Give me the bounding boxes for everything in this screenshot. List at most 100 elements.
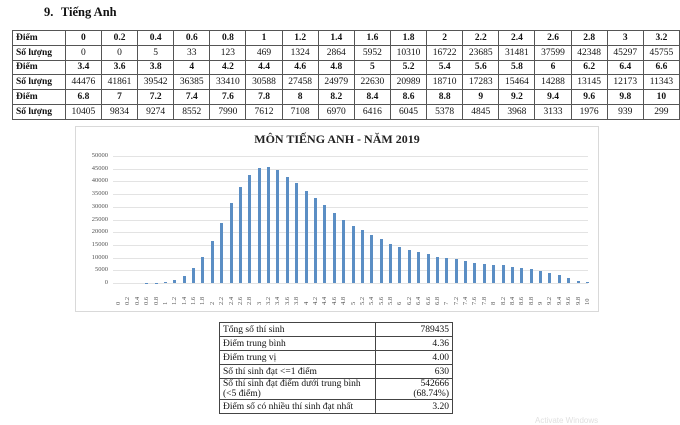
x-tick-label: 8.8 [528,297,535,305]
x-tick-label: 8 [490,302,497,305]
score-cell: 4.2 [210,60,246,75]
bar [586,282,589,283]
bar [539,271,542,283]
count-cell: 10310 [390,45,426,60]
score-cell: 3.2 [643,31,679,46]
count-cell: 4845 [463,104,499,119]
summary-label: Số thí sinh đạt điểm dưới trung bình(<5 … [220,379,376,400]
count-cell: 41861 [101,75,137,90]
score-cell: 9.2 [499,90,535,105]
score-cell: 8.4 [354,90,390,105]
count-cell: 33 [174,45,210,60]
gridline [113,283,588,284]
score-cell: 2 [427,31,463,46]
score-cell: 5.2 [390,60,426,75]
count-cell: 9834 [101,104,137,119]
bar [436,257,439,283]
x-tick-label: 6.6 [425,297,432,305]
score-cell: 9.8 [607,90,643,105]
count-cell: 939 [607,104,643,119]
score-cell: 2.4 [499,31,535,46]
x-tick-label: 5 [350,302,357,305]
x-tick-label: 7.8 [481,297,488,305]
score-cell: 0.8 [210,31,246,46]
y-tick-label: 5000 [78,266,108,273]
y-tick-label: 45000 [78,165,108,172]
summary-value: 3.20 [376,400,453,414]
count-cell: 299 [643,104,679,119]
count-cell: 36385 [174,75,210,90]
bar [398,247,401,283]
score-cell: 7.8 [246,90,282,105]
score-cell: 6.8 [65,90,101,105]
score-cell: 2.8 [571,31,607,46]
count-cell: 23685 [463,45,499,60]
bar [511,267,514,283]
x-tick-label: 3.4 [274,297,281,305]
x-tick-label: 5.4 [368,297,375,305]
bar [558,275,561,283]
count-cell: 1976 [571,104,607,119]
score-cell: 7 [101,90,137,105]
bar [455,259,458,283]
count-cell: 33410 [210,75,246,90]
count-cell: 7612 [246,104,282,119]
bar [201,257,204,283]
gridline [113,207,588,208]
x-tick-label: 3.6 [284,297,291,305]
count-cell: 24979 [318,75,354,90]
count-cell: 22630 [354,75,390,90]
count-cell: 469 [246,45,282,60]
count-cell: 45755 [643,45,679,60]
gridline [113,270,588,271]
x-tick-label: 9 [537,302,544,305]
count-cell: 5952 [354,45,390,60]
count-cell: 5 [138,45,174,60]
x-tick-label: 8.4 [509,297,516,305]
x-tick-label: 4.4 [321,297,328,305]
x-tick-label: 7 [443,302,450,305]
bar [445,258,448,283]
y-tick-label: 40000 [78,177,108,184]
bar [211,241,214,283]
chart-title: MÔN TIẾNG ANH - NĂM 2019 [76,132,598,147]
count-cell: 0 [101,45,137,60]
count-cell: 13145 [571,75,607,90]
score-cell: 5 [354,60,390,75]
bar [173,280,176,283]
score-cell: 3.6 [101,60,137,75]
section-title: Tiếng Anh [61,5,117,19]
x-tick-label: 4.6 [331,297,338,305]
gridline [113,245,588,246]
bar [333,213,336,283]
x-tick-label: 4.2 [312,297,319,305]
x-tick-label: 8.6 [518,297,525,305]
y-tick-label: 15000 [78,241,108,248]
score-row-label: Điểm [13,31,66,46]
bar [267,167,270,283]
x-tick-label: 9.8 [575,297,582,305]
score-cell: 8.2 [318,90,354,105]
x-tick-label: 1.2 [171,297,178,305]
x-tick-label: 3 [256,302,263,305]
score-cell: 7.2 [138,90,174,105]
score-cell: 4 [174,60,210,75]
section-heading: 9. Tiếng Anh [44,5,117,20]
bar [230,203,233,283]
count-cell: 17283 [463,75,499,90]
summary-value: 4.00 [376,351,453,365]
x-tick-label: 0.8 [153,297,160,305]
x-tick-label: 2.6 [237,297,244,305]
score-cell: 10 [643,90,679,105]
count-cell: 123 [210,45,246,60]
score-cell: 1.2 [282,31,318,46]
x-tick-label: 3.8 [293,297,300,305]
bar [192,268,195,283]
count-cell: 12173 [607,75,643,90]
summary-label: Số thí sinh đạt <=1 điểm [220,365,376,379]
score-cell: 0.6 [174,31,210,46]
